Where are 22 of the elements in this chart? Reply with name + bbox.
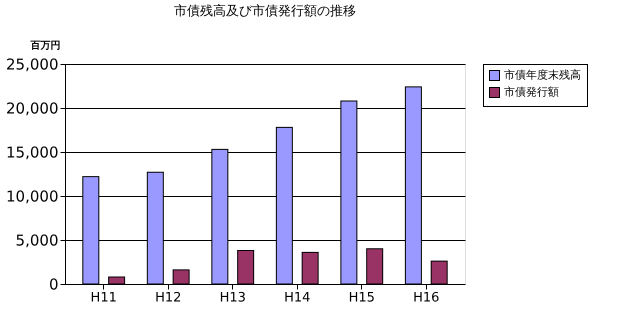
x-tick-label: H11	[90, 290, 117, 306]
x-tick-label: H13	[220, 290, 246, 306]
bar	[108, 276, 126, 284]
y-tick-label: 15,000	[6, 144, 58, 162]
y-tick-label: 10,000	[6, 188, 58, 206]
y-tick-label: 20,000	[6, 100, 58, 118]
bar	[366, 248, 384, 284]
y-tick-label: 25,000	[6, 56, 58, 74]
y-tick-label: 5,000	[16, 232, 58, 250]
x-tick-label: H15	[348, 290, 375, 306]
bar	[237, 250, 254, 284]
x-tick-label: H14	[284, 290, 310, 306]
chart-title: 市債残高及び市債発行額の推移	[174, 3, 356, 19]
bar	[430, 260, 448, 284]
y-axis-title: 百万円	[30, 40, 60, 52]
y-tick-label: 0	[48, 276, 58, 294]
bar	[302, 252, 319, 284]
x-tick-label: H12	[155, 290, 182, 306]
legend-label: 市債年度末残高	[504, 68, 581, 82]
x-tick-label: H16	[413, 290, 440, 306]
bar	[172, 269, 190, 284]
legend-label: 市債発行額	[504, 86, 559, 98]
